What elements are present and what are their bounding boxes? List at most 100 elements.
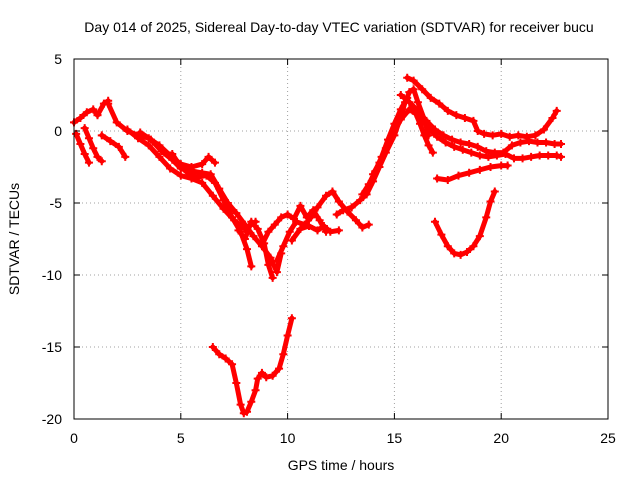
data-point-marker bbox=[356, 196, 365, 205]
data-point-marker bbox=[486, 163, 495, 171]
data-point-marker bbox=[268, 371, 277, 380]
data-point-marker bbox=[514, 131, 523, 140]
data-point-marker bbox=[268, 273, 277, 282]
data-point-marker bbox=[433, 132, 442, 141]
data-point-marker bbox=[84, 158, 93, 167]
data-point-marker bbox=[448, 135, 457, 144]
data-point-marker bbox=[326, 227, 335, 236]
data-point-marker bbox=[484, 152, 493, 161]
data-point-marker bbox=[501, 150, 510, 159]
data-series-group bbox=[70, 73, 566, 418]
y-tick-label: -10 bbox=[42, 267, 62, 283]
data-point-marker bbox=[264, 260, 273, 269]
data-point-marker bbox=[279, 350, 288, 359]
data-point-marker bbox=[358, 190, 367, 199]
data-point-marker bbox=[176, 171, 185, 180]
data-point-marker bbox=[409, 85, 418, 94]
data-point-marker bbox=[475, 151, 484, 160]
y-tick-label: -15 bbox=[42, 339, 62, 355]
data-point-marker bbox=[420, 131, 429, 140]
data-point-marker bbox=[424, 124, 433, 133]
data-point-marker bbox=[198, 160, 207, 169]
data-point-marker bbox=[204, 152, 213, 161]
data-point-marker bbox=[234, 226, 243, 235]
data-point-marker bbox=[473, 142, 482, 151]
data-point-marker bbox=[157, 147, 166, 156]
data-point-marker bbox=[460, 114, 469, 123]
data-point-marker bbox=[208, 191, 217, 200]
x-tick-label: 0 bbox=[70, 430, 78, 446]
data-point-marker bbox=[488, 131, 497, 140]
data-point-marker bbox=[533, 138, 542, 147]
data-point-marker bbox=[221, 354, 230, 363]
data-point-marker bbox=[272, 268, 281, 277]
data-point-marker bbox=[482, 147, 491, 156]
data-point-marker bbox=[548, 114, 557, 123]
data-point-marker bbox=[439, 131, 448, 140]
data-point-marker bbox=[403, 73, 412, 82]
series-arc-q bbox=[403, 73, 561, 141]
data-point-marker bbox=[527, 152, 536, 161]
data-point-marker bbox=[339, 206, 348, 215]
data-point-marker bbox=[168, 150, 177, 159]
data-point-marker bbox=[304, 222, 313, 231]
data-point-marker bbox=[104, 99, 113, 108]
data-point-marker bbox=[89, 144, 98, 153]
data-point-marker bbox=[381, 144, 390, 153]
data-point-marker bbox=[364, 180, 373, 189]
data-point-marker bbox=[257, 240, 266, 249]
data-point-marker bbox=[243, 245, 252, 254]
data-point-marker bbox=[437, 230, 446, 239]
data-point-marker bbox=[185, 170, 194, 179]
data-point-marker bbox=[557, 139, 566, 148]
data-point-marker bbox=[134, 134, 143, 143]
data-point-marker bbox=[232, 209, 241, 218]
data-point-marker bbox=[482, 213, 491, 222]
data-point-marker bbox=[106, 137, 115, 146]
data-point-marker bbox=[313, 203, 322, 212]
data-point-marker bbox=[552, 151, 561, 160]
data-point-marker bbox=[469, 116, 478, 125]
data-point-marker bbox=[396, 91, 405, 99]
data-point-marker bbox=[452, 111, 461, 120]
data-point-marker bbox=[364, 220, 373, 229]
data-point-marker bbox=[463, 247, 472, 256]
data-point-marker bbox=[84, 134, 93, 143]
data-point-marker bbox=[544, 151, 553, 160]
data-point-marker bbox=[539, 125, 548, 134]
data-point-marker bbox=[433, 174, 442, 183]
data-point-marker bbox=[396, 105, 405, 114]
data-point-marker bbox=[315, 216, 324, 225]
data-point-marker bbox=[283, 331, 292, 340]
data-point-marker bbox=[443, 242, 452, 251]
data-point-marker bbox=[531, 131, 540, 140]
data-point-marker bbox=[210, 178, 219, 187]
data-point-marker bbox=[428, 148, 437, 157]
data-point-marker bbox=[456, 250, 465, 259]
data-point-marker bbox=[247, 397, 256, 406]
grid-lines bbox=[74, 59, 608, 419]
series-arc-b bbox=[72, 129, 93, 167]
data-point-marker bbox=[454, 171, 463, 180]
data-point-marker bbox=[240, 220, 249, 229]
data-point-marker bbox=[475, 165, 484, 174]
series-arc-f bbox=[97, 131, 130, 161]
y-axis-label: SDTVAR / TECUs bbox=[6, 183, 22, 295]
data-point-marker bbox=[465, 139, 474, 148]
data-point-marker bbox=[264, 227, 273, 236]
data-point-marker bbox=[198, 178, 207, 187]
x-axis-label: GPS time / hours bbox=[288, 457, 395, 473]
data-point-marker bbox=[275, 364, 284, 373]
data-point-marker bbox=[450, 249, 459, 258]
data-point-marker bbox=[253, 224, 262, 233]
data-point-marker bbox=[292, 217, 301, 226]
series-arc-t bbox=[433, 161, 512, 184]
data-point-marker bbox=[249, 232, 258, 241]
x-tick-label: 20 bbox=[493, 430, 509, 446]
data-point-marker bbox=[319, 222, 328, 231]
data-point-marker bbox=[210, 158, 219, 167]
x-tick-label: 25 bbox=[600, 430, 616, 446]
series-arc-v bbox=[208, 314, 296, 418]
data-point-marker bbox=[123, 125, 132, 134]
